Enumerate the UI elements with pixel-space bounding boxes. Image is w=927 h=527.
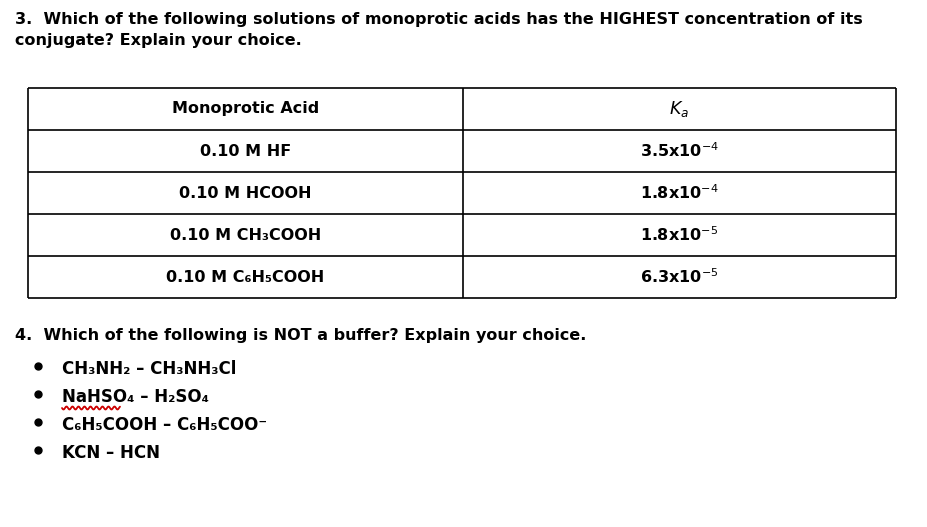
Text: 0.10 M HF: 0.10 M HF: [200, 143, 291, 159]
Text: 4.  Which of the following is NOT a buffer? Explain your choice.: 4. Which of the following is NOT a buffe…: [15, 328, 587, 343]
Text: 3.5x10$^{-4}$: 3.5x10$^{-4}$: [640, 142, 719, 160]
Text: 0.10 M C₆H₅COOH: 0.10 M C₆H₅COOH: [166, 269, 324, 285]
Text: 3.  Which of the following solutions of monoprotic acids has the HIGHEST concent: 3. Which of the following solutions of m…: [15, 12, 863, 48]
Text: 0.10 M CH₃COOH: 0.10 M CH₃COOH: [170, 228, 321, 242]
Text: KCN – HCN: KCN – HCN: [62, 444, 160, 462]
Text: 1.8x10$^{-5}$: 1.8x10$^{-5}$: [641, 226, 718, 245]
Text: 0.10 M HCOOH: 0.10 M HCOOH: [179, 186, 311, 200]
Text: NaHSO₄ – H₂SO₄: NaHSO₄ – H₂SO₄: [62, 388, 209, 406]
Text: CH₃NH₂ – CH₃NH₃Cl: CH₃NH₂ – CH₃NH₃Cl: [62, 360, 236, 378]
Text: Monoprotic Acid: Monoprotic Acid: [171, 102, 319, 116]
Text: 1.8x10$^{-4}$: 1.8x10$^{-4}$: [641, 183, 718, 202]
Text: C₆H₅COOH – C₆H₅COO⁻: C₆H₅COOH – C₆H₅COO⁻: [62, 416, 267, 434]
Text: $\mathit{K}_a$: $\mathit{K}_a$: [669, 99, 690, 119]
Text: 6.3x10$^{-5}$: 6.3x10$^{-5}$: [641, 268, 718, 286]
